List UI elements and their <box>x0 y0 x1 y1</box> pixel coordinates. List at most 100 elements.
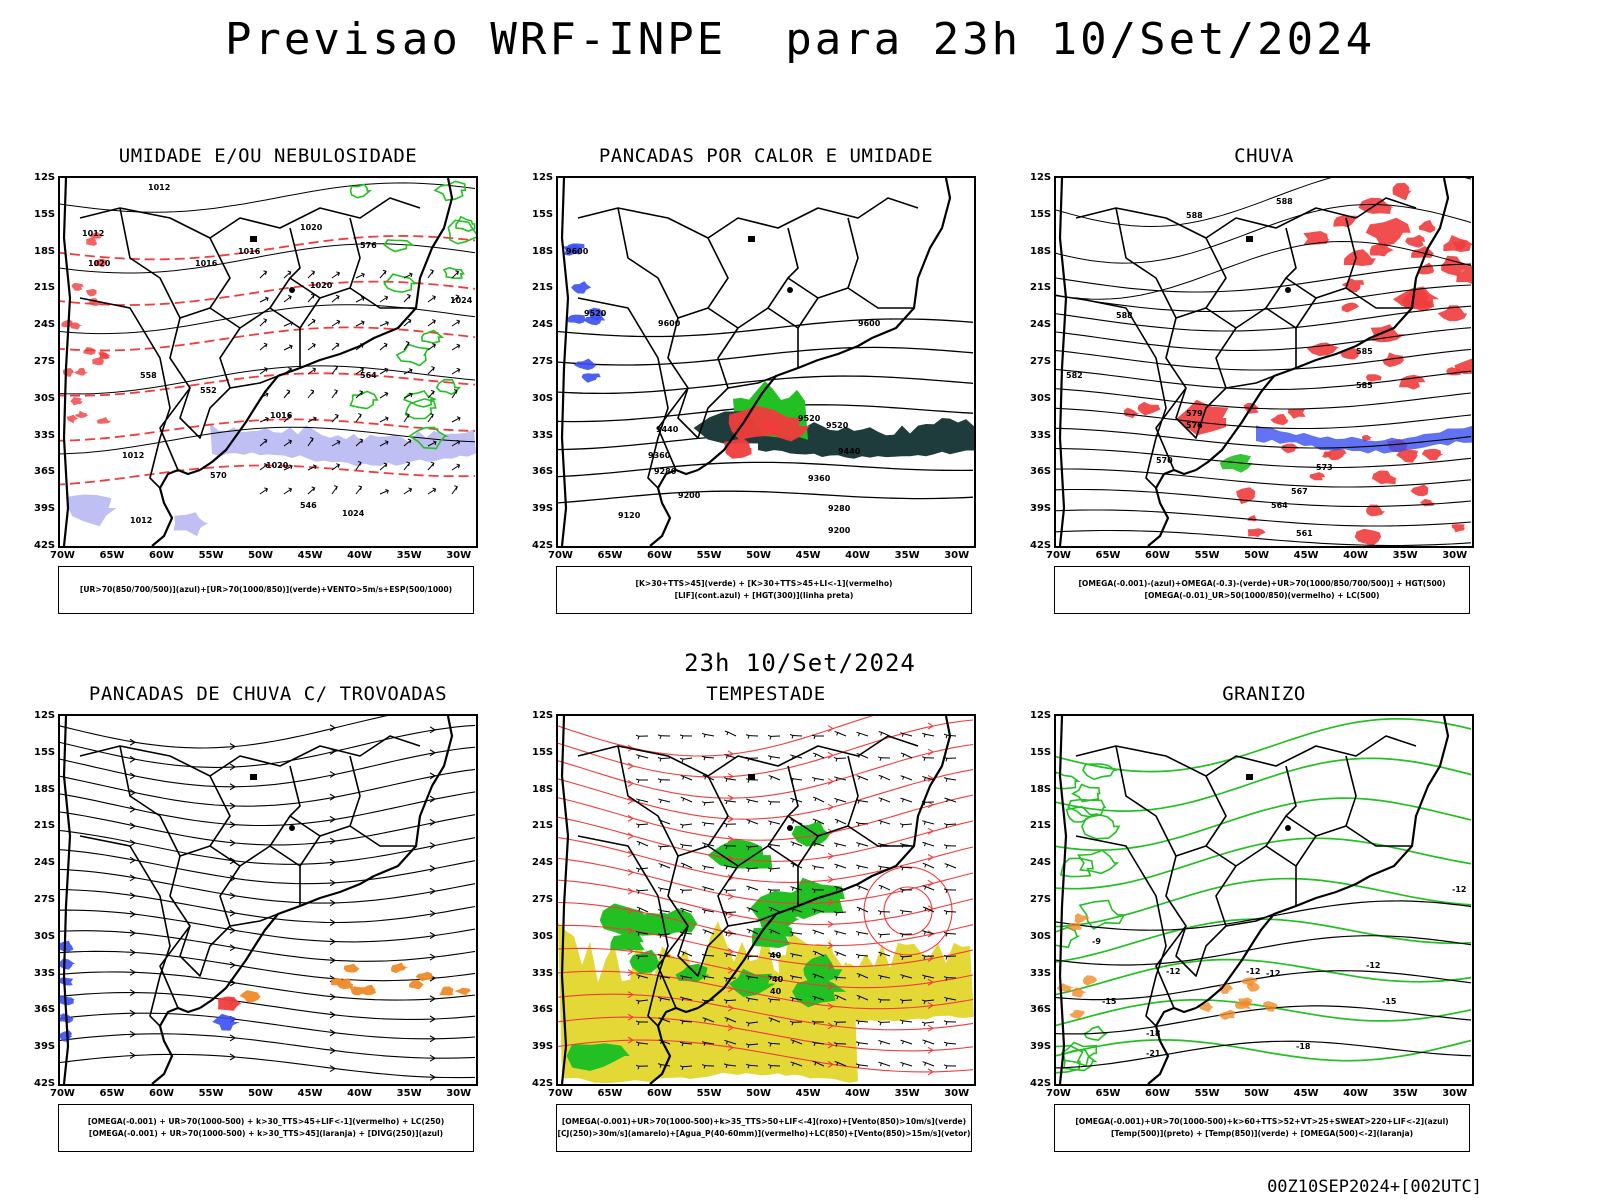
wind-vector-850 <box>748 1043 759 1046</box>
wind-vector-850 <box>837 732 847 737</box>
longitude-tick-label: 40W <box>347 550 373 561</box>
wind-vector-850 <box>701 755 706 761</box>
wind-vector <box>288 439 292 444</box>
contour-label: -12 <box>1166 967 1180 976</box>
wind-vector-850 <box>679 843 684 849</box>
rain-area <box>1366 504 1385 517</box>
wind-vector <box>379 368 388 375</box>
wind-vector <box>336 319 341 325</box>
streamline-arrow <box>927 978 935 986</box>
wind-vector-850 <box>858 954 869 957</box>
instability-orange-area <box>349 986 366 996</box>
streamline-arrow <box>129 856 137 864</box>
wind-vector <box>456 319 461 325</box>
legend-line: [OMEGA(-0.001) + UR>70(1000-500) + k>30_… <box>87 1117 445 1126</box>
streamline-arrow <box>429 887 437 895</box>
state-border <box>727 375 777 389</box>
longitude-tick-label: 65W <box>597 550 623 561</box>
wind-vector-850 <box>701 1064 706 1069</box>
rh-mid-levels-shading <box>173 512 209 537</box>
longitude-tick-label: 40W <box>347 1088 373 1099</box>
rh-low-levels-contour <box>383 273 418 293</box>
map-panel: PANCADAS DE CHUVA C/ TROVOADAS 12S 15S 18S 2… <box>18 683 478 1173</box>
cyclone-circulation <box>863 866 953 956</box>
wind-vector-850 <box>727 778 737 781</box>
streamline-arrow <box>627 887 635 895</box>
panel-legend: [K>30+TTS>45](verde) + [K>30+TTS>45+LI<-… <box>556 566 972 614</box>
streamline-arrow <box>927 853 935 861</box>
streamline-850hpa <box>558 924 974 968</box>
streamline-arrow <box>627 868 635 876</box>
wind-vector <box>334 485 338 490</box>
chile-coast <box>1058 178 1068 546</box>
state-border <box>847 755 859 827</box>
rain-area <box>1369 242 1395 257</box>
state-border <box>79 835 171 1027</box>
temperature-500-contour <box>1056 900 1472 931</box>
wind-vector-850 <box>746 885 751 891</box>
state-border <box>617 745 739 867</box>
wind-vector <box>288 487 293 493</box>
streamline-250hpa <box>60 811 476 846</box>
contour-label: 9520 <box>798 414 821 423</box>
wind-vector-850 <box>657 734 662 740</box>
wind-vector <box>310 293 315 299</box>
divergence-area <box>60 958 76 970</box>
state-border <box>577 297 669 489</box>
wind-vector-850 <box>639 841 649 847</box>
wind-vector <box>287 414 292 419</box>
wind-vector <box>407 438 412 444</box>
wind-vector-850 <box>902 866 913 869</box>
streamline-arrow <box>129 738 137 746</box>
wind-vector-850 <box>946 911 957 913</box>
wind-vector-850 <box>877 998 882 1004</box>
wind-vector-850 <box>683 976 693 979</box>
instability-orange-area <box>454 987 471 996</box>
wind-vector-850 <box>943 1041 948 1047</box>
streamline <box>1056 305 1472 332</box>
streamline-arrow <box>627 832 635 840</box>
latitude-tick-label: 33S <box>1030 429 1052 441</box>
wind-vector-850 <box>660 757 671 759</box>
rain-area <box>1382 352 1405 368</box>
wind-vector <box>407 318 412 324</box>
instability-red-area <box>218 996 242 1011</box>
wind-vector-850 <box>702 774 707 780</box>
wind-vector-850 <box>771 953 781 957</box>
wind-vector <box>427 391 435 399</box>
rh-low-levels-contour <box>435 379 462 396</box>
streamline-arrow <box>927 1024 935 1032</box>
wind-vector-850 <box>881 1040 891 1045</box>
latitude-tick-label: 15S <box>1030 746 1052 758</box>
wind-vector-850 <box>881 775 891 781</box>
wind-vector-850 <box>943 910 948 915</box>
instability-li-area <box>724 438 752 459</box>
streamline-arrow <box>329 938 337 946</box>
map-area: 40 40 40 <box>556 714 976 1086</box>
wind-vector-850 <box>856 775 861 780</box>
state-border <box>289 227 301 279</box>
wind-vector-850 <box>899 1019 904 1025</box>
wind-vector-850 <box>657 996 662 1002</box>
streamline-arrow <box>129 910 137 918</box>
wind-vector-850 <box>679 975 684 980</box>
wind-vector-850 <box>704 822 715 825</box>
wind-vector-850 <box>636 906 641 912</box>
wind-vector-850 <box>683 863 693 869</box>
panel-legend: [OMEGA(-0.001)-(azul)+OMEGA(-0.3)-(verde… <box>1054 566 1470 614</box>
wind-vector-850 <box>855 930 860 936</box>
streamline-arrow <box>827 962 835 970</box>
wind-vector <box>283 415 291 423</box>
river-plate-coast <box>1147 1006 1197 1084</box>
wind-vector-850 <box>660 845 671 848</box>
contour-label: 1012 <box>82 229 104 238</box>
wind-vector-850 <box>790 841 795 846</box>
streamline-arrow <box>827 725 835 733</box>
wind-vector-850 <box>858 1020 869 1023</box>
wind-vector-850 <box>683 844 693 847</box>
wind-vector-850 <box>902 823 913 826</box>
wind-vector-850 <box>903 798 913 803</box>
wind-vector-850 <box>749 929 759 935</box>
thickness-label-patch <box>96 416 112 424</box>
wind-vector-850 <box>683 908 693 913</box>
